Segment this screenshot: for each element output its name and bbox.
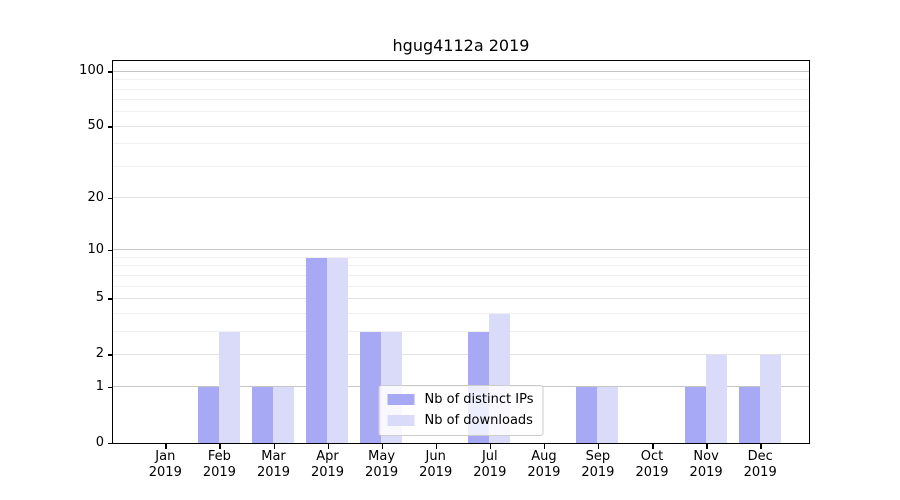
gridline-y-20: [113, 197, 809, 199]
x-tick-mark-jul: [489, 444, 492, 449]
gridline-y-40: [113, 143, 809, 145]
y-tick-mark-5: [108, 298, 113, 300]
x-tick-label-oct: Oct 2019: [635, 449, 669, 480]
y-tick-label-20: 20: [87, 189, 104, 205]
x-tick-label-sep: Sep 2019: [581, 449, 615, 480]
bar-distinct-ips-may: [360, 331, 382, 443]
y-tick-label-10: 10: [87, 241, 104, 257]
x-tick-mark-sep: [597, 444, 600, 449]
x-tick-label-jul: Jul 2019: [473, 449, 507, 480]
x-tick-label-aug: Aug 2019: [527, 449, 561, 480]
gridline-y-50: [113, 125, 809, 127]
x-tick-mark-feb: [219, 444, 221, 449]
x-tick-mark-oct: [652, 444, 654, 449]
gridline-y-70: [113, 99, 809, 101]
y-tick-mark-10: [108, 249, 113, 252]
gridline-y-80: [113, 88, 809, 90]
x-tick-mark-mar: [273, 444, 275, 449]
legend-item-downloads: Nb of downloads: [387, 411, 534, 430]
legend-swatch-downloads: [387, 415, 415, 426]
x-tick-mark-jan: [165, 444, 167, 449]
gridline-y-90: [113, 79, 809, 81]
x-tick-label-jun: Jun 2019: [419, 449, 453, 480]
legend-label-distinct-ips: Nb of distinct IPs: [424, 392, 534, 407]
y-tick-label-50: 50: [87, 118, 104, 134]
gridline-y-6: [113, 285, 809, 287]
x-tick-label-apr: Apr 2019: [310, 449, 345, 480]
bar-downloads-feb: [218, 331, 240, 443]
x-tick-label-mar: Mar 2019: [256, 449, 291, 480]
y-tick-label-2: 2: [95, 346, 104, 362]
bar-distinct-ips-dec: [738, 387, 760, 443]
y-tick-mark-100: [108, 71, 113, 73]
gridline-y-2: [113, 353, 809, 355]
bar-distinct-ips-mar: [252, 387, 273, 443]
x-tick-mark-nov: [706, 444, 708, 449]
x-tick-mark-jun: [435, 444, 438, 449]
gridline-y-10: [113, 249, 809, 251]
x-tick-mark-may: [381, 444, 384, 449]
gridline-y-60: [113, 111, 809, 113]
bar-downloads-dec: [759, 354, 781, 443]
gridline-y-9: [113, 256, 809, 258]
bar-downloads-nov: [705, 354, 727, 443]
x-tick-label-may: May 2019: [365, 449, 399, 480]
y-tick-mark-50: [108, 126, 113, 128]
x-tick-label-dec: Dec 2019: [743, 449, 777, 480]
y-tick-label-0: 0: [95, 434, 104, 450]
x-tick-label-jan: Jan 2019: [148, 449, 182, 480]
y-tick-mark-0: [108, 442, 113, 444]
bar-downloads-sep: [597, 387, 619, 443]
plot-area: Nb of distinct IPs Nb of downloads: [112, 60, 810, 444]
gridline-y-3: [113, 330, 809, 332]
gridline-y-8: [113, 265, 809, 267]
gridline-y-5: [113, 297, 809, 299]
bar-distinct-ips-feb: [197, 387, 219, 443]
x-tick-mark-apr: [327, 444, 329, 449]
chart-title: hgug4112a 2019: [392, 36, 530, 55]
legend-swatch-distinct-ips: [387, 394, 415, 405]
x-tick-label-feb: Feb 2019: [202, 449, 236, 480]
gridline-y-7: [113, 274, 809, 276]
y-tick-mark-2: [108, 354, 113, 356]
legend-label-downloads: Nb of downloads: [424, 413, 533, 428]
bar-downloads-mar: [273, 387, 294, 443]
legend-item-distinct-ips: Nb of distinct IPs: [387, 390, 534, 409]
bar-distinct-ips-nov: [684, 387, 706, 443]
x-tick-label-nov: Nov 2019: [689, 449, 723, 480]
legend: Nb of distinct IPs Nb of downloads: [378, 385, 544, 436]
y-tick-label-1: 1: [95, 378, 104, 394]
y-tick-label-5: 5: [95, 290, 104, 306]
bar-distinct-ips-apr: [306, 257, 327, 443]
y-tick-mark-1: [108, 386, 113, 389]
bar-downloads-apr: [327, 257, 348, 443]
x-tick-mark-dec: [760, 444, 762, 449]
y-tick-label-100: 100: [79, 63, 104, 79]
gridline-y-4: [113, 312, 809, 314]
gridline-y-30: [113, 165, 809, 167]
y-tick-mark-20: [108, 197, 113, 200]
x-tick-mark-aug: [543, 444, 546, 449]
gridline-y-100: [113, 70, 809, 72]
bar-distinct-ips-sep: [576, 387, 598, 443]
